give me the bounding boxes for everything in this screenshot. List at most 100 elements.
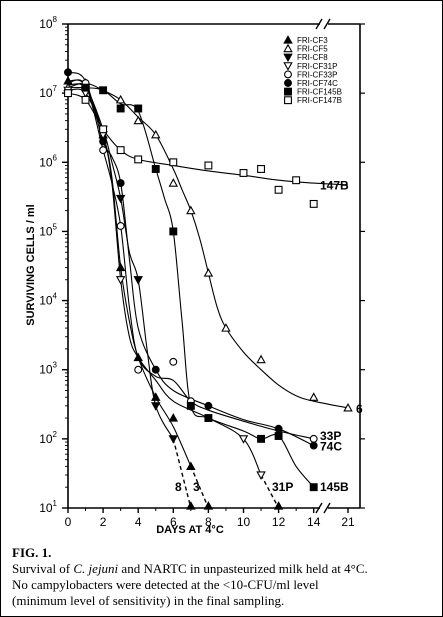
legend-label-fri-cf145b: FRI-CF145B (297, 88, 342, 97)
legend-label-fri-cf3: FRI-CF3 (297, 36, 328, 45)
point-fri-cf147b (309, 199, 318, 208)
point-fri-cf147b (99, 125, 108, 134)
point-fri-cf147b (134, 155, 143, 164)
point-fri-cf74c (116, 179, 125, 188)
x-tick-label: 21 (341, 515, 355, 529)
point-fri-cf31p (256, 471, 266, 480)
point-fri-cf5 (256, 354, 266, 364)
x-tick-label: 12 (272, 515, 286, 529)
point-fri-cf33p (169, 357, 178, 366)
point-fri-cf3 (133, 352, 143, 362)
curve-fri-cf145b (67, 86, 315, 488)
point-fri-cf5 (221, 323, 231, 332)
chart-axes: 108 107 106 105 104 103 102 101 0 2 4 6 8 10 12 14 21 (39, 15, 365, 529)
point-fri-cf33p (99, 146, 108, 155)
species-name: C. jejuni (73, 561, 119, 576)
point-fri-cf145b (81, 83, 90, 92)
x-axis-label: DAYS AT 4°C (156, 524, 224, 536)
legend-label-fri-cf33p: FRI-CF33P (297, 70, 337, 79)
x-tick-label: 10 (237, 515, 251, 529)
point-fri-cf5 (308, 392, 319, 401)
x-tick-label: 2 (100, 515, 107, 529)
point-fri-cf74c (204, 401, 213, 410)
dashed-tail-fri-cf8 (172, 438, 192, 509)
point-fri-cf3 (151, 392, 161, 401)
point-fri-cf8-detection-limit (186, 501, 196, 510)
point-fri-cf5 (151, 129, 161, 139)
point-fri-cf145b (169, 227, 178, 236)
point-fri-cf3-detection-limit (203, 501, 214, 510)
legend-marker-fri-cf31p (283, 62, 293, 71)
point-fri-cf74c (151, 365, 160, 374)
x-tick-label: 8 (205, 515, 212, 529)
y-tick-label: 103 (39, 361, 57, 377)
point-fri-cf145b (204, 414, 213, 422)
axis-break-mark (323, 18, 331, 30)
legend-marker-fri-cf147b (284, 96, 292, 105)
end-label-fri-cf33p: 33P (320, 429, 341, 443)
point-fri-cf5 (186, 205, 196, 215)
y-tick-label: 106 (39, 153, 57, 169)
y-tick-label: 108 (39, 15, 57, 31)
end-label-fri-cf147b: 147B (320, 178, 349, 192)
point-fri-cf147b (239, 169, 248, 177)
legend-marker-fri-cf33p (284, 70, 292, 79)
x-tick-label: 14 (307, 515, 321, 529)
point-fri-cf145b (134, 104, 143, 113)
x-tick-label: 4 (135, 515, 142, 529)
caption-line-1: Survival of C. jejuni and NARTC in unpas… (12, 561, 368, 576)
point-fri-cf8 (133, 276, 143, 285)
point-fri-cf145b (99, 86, 108, 95)
y-axis-label: SURVIVING CELLS / ml (25, 204, 37, 325)
chart-curves (67, 71, 349, 509)
point-fri-cf31p-detection-limit (273, 501, 284, 510)
legend-label-fri-cf8: FRI-CF8 (297, 53, 328, 62)
point-fri-cf145b (309, 483, 318, 492)
curve-fri-cf8 (67, 83, 174, 440)
point-fri-cf145b (257, 434, 265, 443)
legend-label-fri-cf31p: FRI-CF31P (297, 62, 337, 71)
legend-label-fri-cf74c: FRI-CF74C (297, 79, 338, 88)
point-fri-cf74c (309, 441, 318, 450)
point-fri-cf3 (168, 413, 179, 422)
curve-fri-cf3 (67, 79, 192, 467)
point-fri-cf8 (115, 194, 126, 204)
y-tick-label: 105 (39, 222, 57, 238)
point-fri-cf147b (292, 176, 301, 185)
point-fri-cf8 (151, 402, 161, 411)
point-fri-cf31p (238, 435, 249, 444)
y-tick-label: 102 (39, 430, 57, 446)
end-label-fri-cf8: 8 (175, 480, 182, 494)
caption-line-3: (minimum level of sensitivity) in the fi… (12, 593, 285, 608)
point-fri-cf8 (168, 435, 179, 444)
curve-fri-cf5 (67, 82, 349, 409)
point-fri-cf147b (169, 158, 178, 167)
x-tick-label: 0 (65, 515, 72, 529)
legend-marker-fri-cf5 (283, 43, 293, 53)
y-tick-label: 104 (39, 292, 57, 308)
point-fri-cf145b (186, 401, 195, 410)
point-fri-cf147b (257, 165, 265, 173)
axis-break-mark (315, 502, 323, 514)
point-fri-cf145b (151, 165, 160, 173)
point-fri-cf145b (116, 104, 125, 113)
point-fri-cf3 (186, 461, 196, 470)
axis-break-mark (315, 18, 323, 30)
legend-marker-fri-cf8 (283, 53, 293, 63)
end-label-fri-cf3: 3 (193, 480, 200, 494)
legend-marker-fri-cf3 (283, 35, 293, 44)
figure-caption: Survival of C. jejuni and NARTC in unpas… (12, 561, 437, 609)
chart-markers (63, 68, 353, 510)
point-fri-cf74c (64, 68, 72, 77)
legend-label-fri-cf147b: FRI-CF147B (297, 96, 342, 105)
point-fri-cf145b (274, 432, 283, 440)
axis-break-mark (323, 502, 331, 514)
point-fri-cf5 (343, 403, 353, 412)
legend-label-fri-cf5: FRI-CF5 (297, 45, 328, 54)
point-fri-cf147b (274, 185, 283, 194)
x-tick-label: 6 (170, 515, 177, 529)
point-fri-cf147b (81, 95, 90, 104)
point-fri-cf74c (99, 137, 108, 146)
end-label-fri-cf5: 6 (356, 402, 363, 416)
